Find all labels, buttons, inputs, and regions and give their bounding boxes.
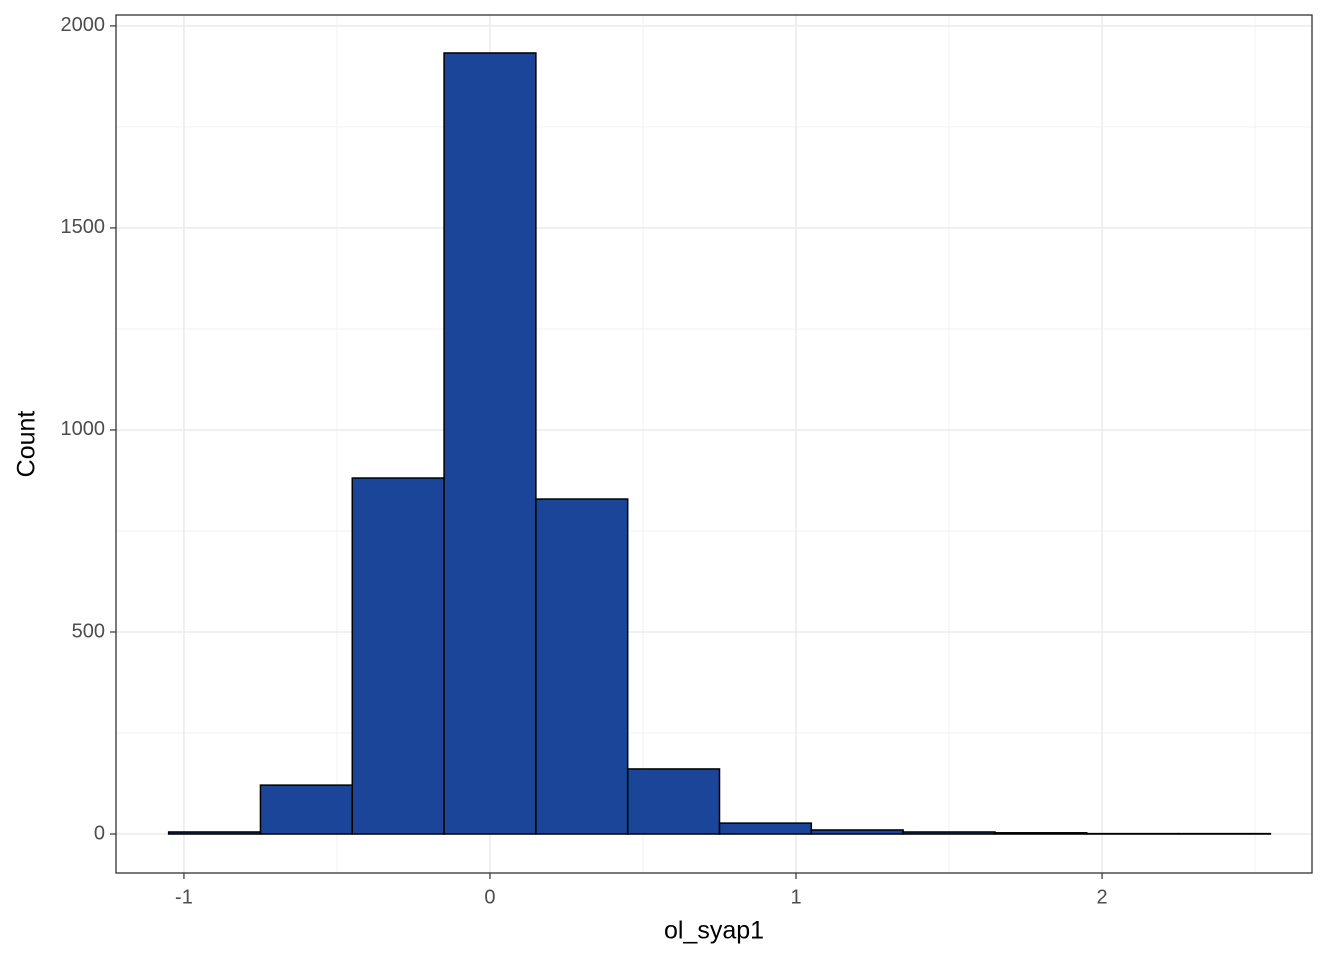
bar <box>167 831 262 835</box>
bar <box>259 784 354 835</box>
y-tick-label: 2000 <box>61 14 106 36</box>
panel-border <box>115 14 1313 874</box>
y-tick-label: 500 <box>72 620 105 642</box>
x-tick-label: 2 <box>1096 886 1107 908</box>
x-tick-label: 0 <box>484 886 495 908</box>
bar <box>810 829 904 835</box>
bar <box>994 832 1088 835</box>
x-tick-label: -1 <box>175 886 193 908</box>
panel-background <box>116 15 1312 873</box>
y-tick-label: 0 <box>94 822 105 844</box>
x-axis-title: ol_syap1 <box>664 917 764 945</box>
bar <box>535 498 629 835</box>
y-axis-title: Count <box>13 411 41 478</box>
bar <box>626 768 721 835</box>
bar <box>443 52 537 835</box>
y-tick-label: 1500 <box>61 216 106 238</box>
x-tick-label: 1 <box>790 886 801 908</box>
bar <box>718 822 813 835</box>
y-tick-label: 1000 <box>61 418 106 440</box>
bar <box>351 477 445 835</box>
bar <box>902 831 996 835</box>
